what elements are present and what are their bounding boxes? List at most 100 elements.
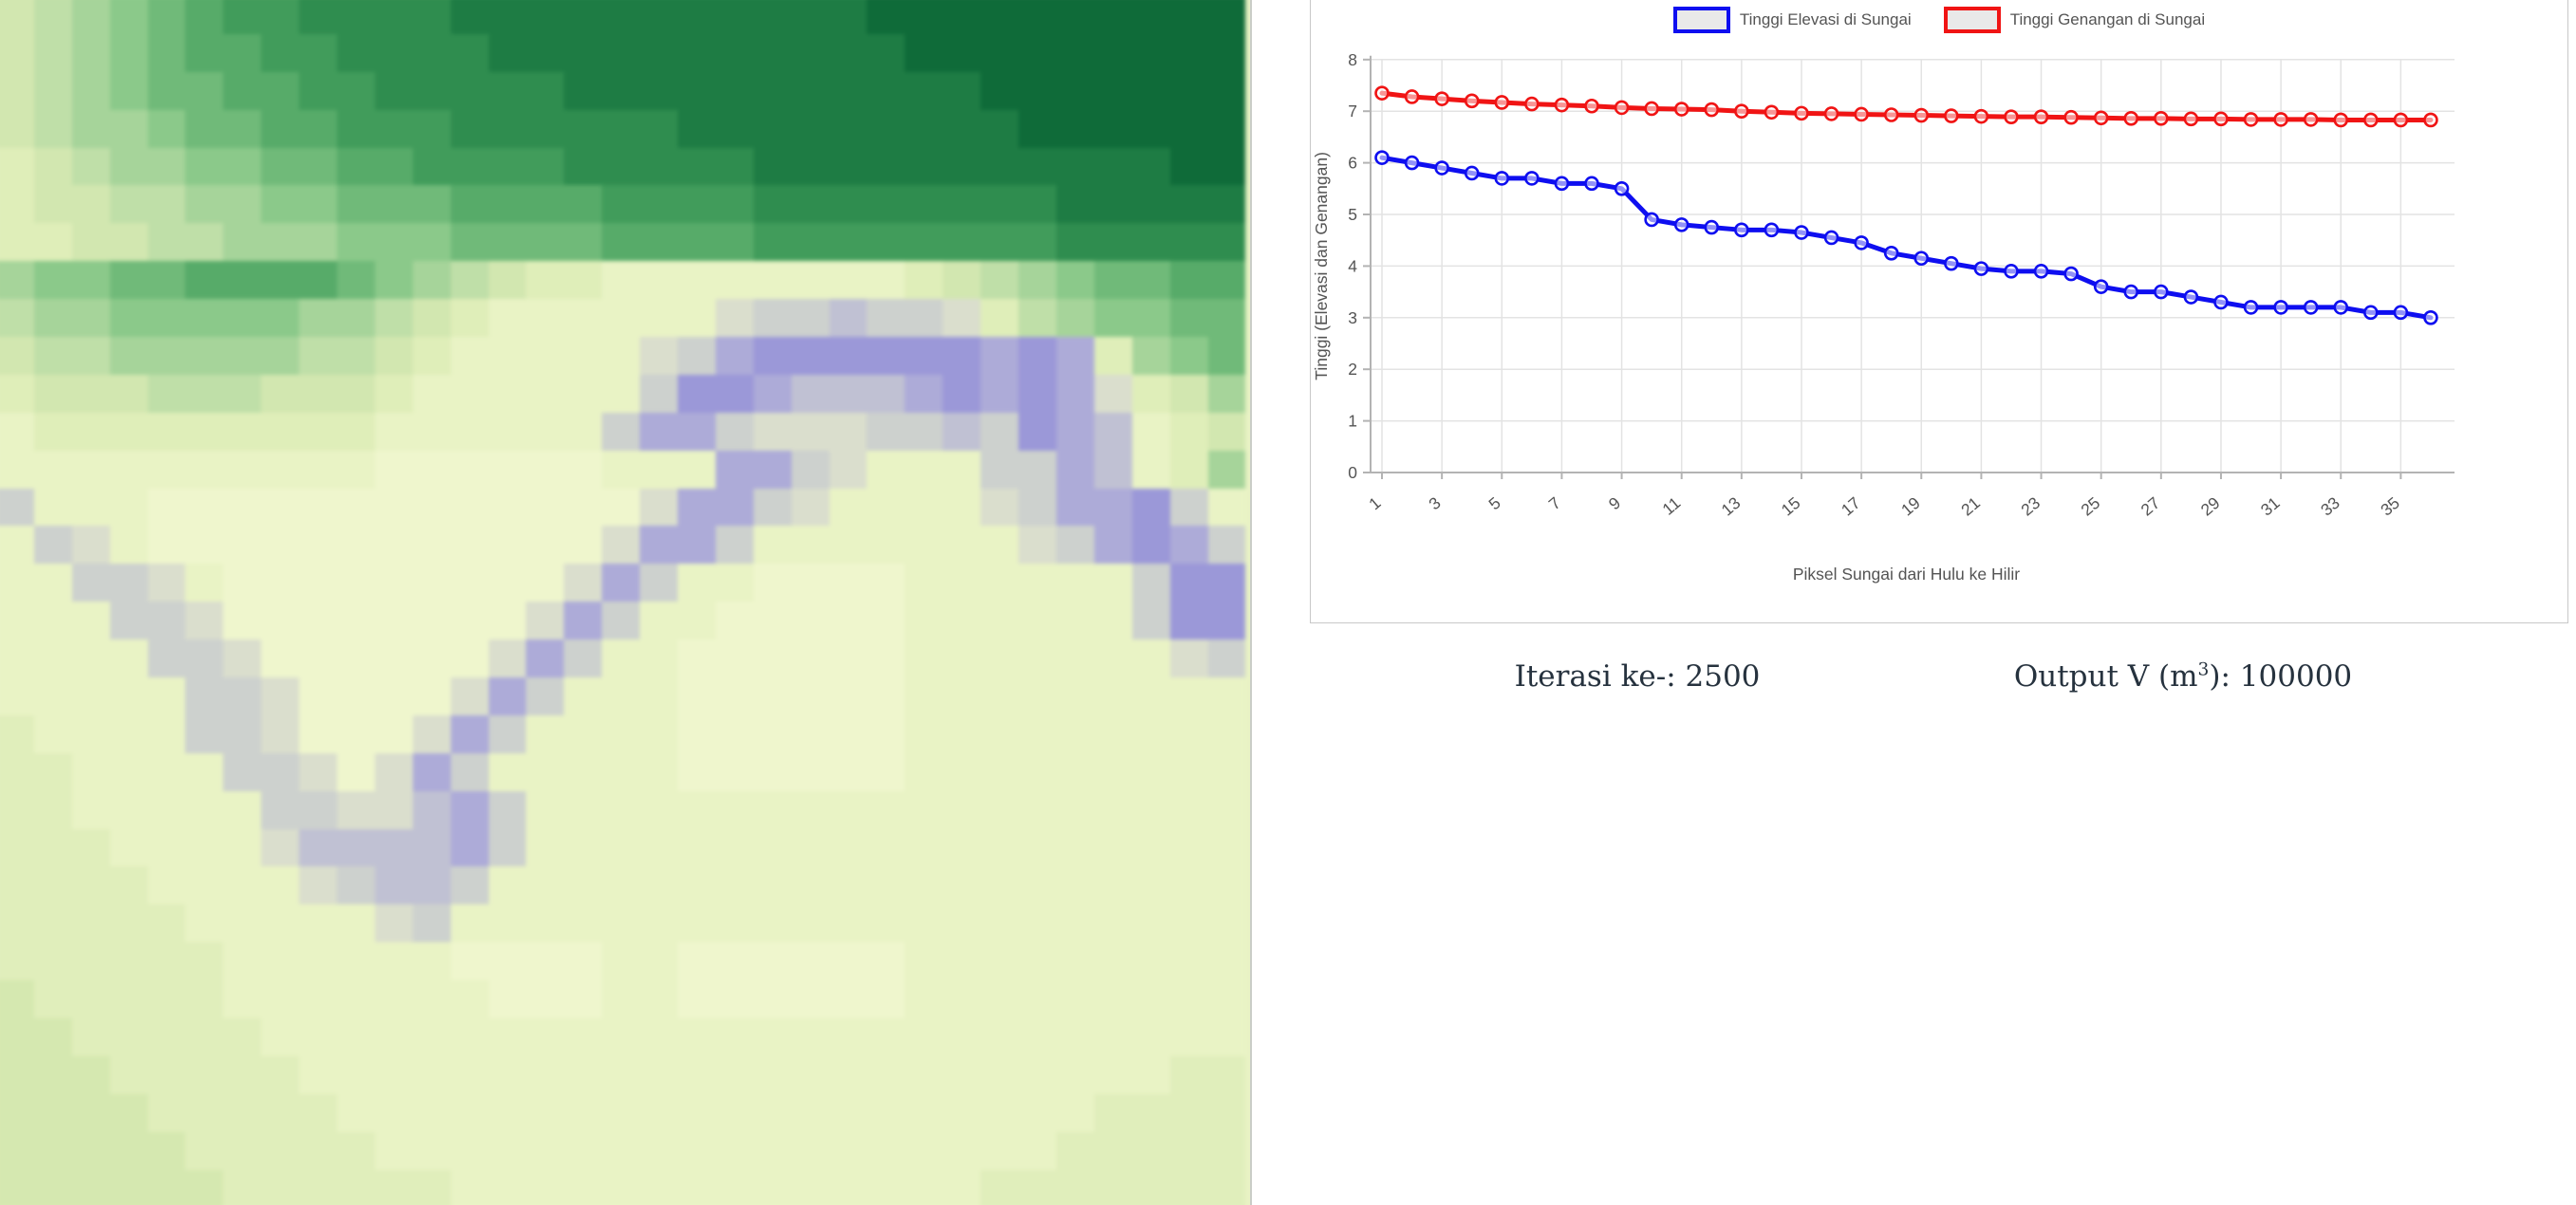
map-cell bbox=[867, 33, 905, 72]
map-cell bbox=[678, 714, 716, 753]
data-point bbox=[1883, 245, 1899, 261]
map-cell bbox=[867, 828, 905, 867]
data-point bbox=[2033, 109, 2049, 124]
map-cell bbox=[412, 1093, 451, 1132]
map-cell bbox=[109, 904, 148, 943]
map-cell bbox=[1207, 602, 1246, 640]
map-cell bbox=[450, 640, 489, 678]
map-cell bbox=[374, 564, 413, 602]
map-cell bbox=[791, 412, 830, 451]
map-cell bbox=[261, 337, 300, 375]
map-cell bbox=[753, 337, 792, 375]
map-cell bbox=[564, 1055, 603, 1094]
map-cell bbox=[526, 450, 565, 489]
map-cell bbox=[337, 1131, 375, 1170]
map-cell bbox=[1131, 185, 1170, 224]
map-cell bbox=[867, 526, 905, 565]
map-cell bbox=[791, 109, 830, 148]
map-cell bbox=[640, 752, 679, 791]
map-cell bbox=[147, 980, 186, 1019]
map-cell bbox=[1018, 828, 1056, 867]
map-cell bbox=[412, 261, 451, 300]
map-cell bbox=[109, 1093, 148, 1132]
map-cell bbox=[71, 790, 110, 829]
map-cell bbox=[412, 1055, 451, 1094]
map-cell bbox=[261, 299, 300, 338]
map-cell bbox=[0, 261, 34, 300]
map-cell bbox=[943, 1093, 981, 1132]
map-cell bbox=[753, 147, 792, 186]
map-cell bbox=[905, 71, 943, 110]
map-cell bbox=[564, 602, 603, 640]
map-cell bbox=[185, 714, 224, 753]
map-cell bbox=[564, 1169, 603, 1205]
map-cell bbox=[980, 33, 1019, 72]
map-cell bbox=[943, 412, 981, 451]
map-cell bbox=[678, 261, 716, 300]
map-cell bbox=[791, 223, 830, 262]
data-point bbox=[1464, 93, 1480, 109]
map-cell bbox=[678, 640, 716, 678]
map-cell bbox=[0, 299, 34, 338]
map-cell bbox=[1131, 714, 1170, 753]
map-cell bbox=[1093, 752, 1132, 791]
map-cell bbox=[1169, 0, 1208, 34]
map-cell bbox=[374, 185, 413, 224]
map-cell bbox=[71, 1093, 110, 1132]
map-cell bbox=[829, 866, 868, 905]
map-cell bbox=[299, 904, 338, 943]
map-cell bbox=[147, 1093, 186, 1132]
map-cell bbox=[905, 714, 943, 753]
map-cell bbox=[753, 980, 792, 1019]
map-cell bbox=[753, 602, 792, 640]
map-cell bbox=[602, 374, 641, 413]
map-cell bbox=[980, 714, 1019, 753]
map-cell bbox=[185, 337, 224, 375]
map-cell bbox=[867, 602, 905, 640]
map-cell bbox=[1207, 640, 1246, 678]
map-cell bbox=[223, 71, 262, 110]
map-cell bbox=[905, 374, 943, 413]
map-cell bbox=[564, 147, 603, 186]
map-cell bbox=[791, 147, 830, 186]
map-cell bbox=[299, 564, 338, 602]
map-cell bbox=[1055, 1018, 1094, 1056]
map-cell bbox=[1055, 337, 1094, 375]
map-cell bbox=[564, 1018, 603, 1056]
map-cell bbox=[1131, 450, 1170, 489]
data-point bbox=[2333, 300, 2349, 315]
data-point bbox=[1524, 171, 1540, 186]
legend-item-1[interactable]: Tinggi Genangan di Sungai bbox=[1943, 7, 2205, 33]
map-cell bbox=[71, 942, 110, 981]
legend-item-0[interactable]: Tinggi Elevasi di Sungai bbox=[1672, 7, 1912, 33]
map-cell bbox=[640, 147, 679, 186]
map-cell bbox=[678, 526, 716, 565]
x-tick-label: 27 bbox=[2137, 493, 2164, 520]
map-cell bbox=[71, 1169, 110, 1205]
map-cell bbox=[185, 299, 224, 338]
map-cell bbox=[791, 677, 830, 715]
map-cell bbox=[791, 942, 830, 981]
map-cell bbox=[602, 71, 641, 110]
map-cell bbox=[299, 1093, 338, 1132]
map-cell bbox=[488, 488, 527, 527]
data-point bbox=[1434, 160, 1449, 176]
map-cell bbox=[1169, 942, 1208, 981]
map-cell bbox=[185, 752, 224, 791]
map-cell bbox=[71, 714, 110, 753]
map-cell bbox=[223, 374, 262, 413]
data-point bbox=[2393, 305, 2409, 321]
map-cell bbox=[412, 412, 451, 451]
map-cell bbox=[640, 980, 679, 1019]
map-cell bbox=[1169, 1169, 1208, 1205]
x-tick-label: 15 bbox=[1778, 493, 1804, 520]
map-cell bbox=[109, 602, 148, 640]
data-point bbox=[1404, 89, 1420, 104]
map-cell bbox=[867, 564, 905, 602]
map-cell bbox=[1055, 942, 1094, 981]
map-cell bbox=[261, 677, 300, 715]
map-cell bbox=[374, 526, 413, 565]
map-cell bbox=[564, 980, 603, 1019]
map-cell bbox=[715, 185, 754, 224]
